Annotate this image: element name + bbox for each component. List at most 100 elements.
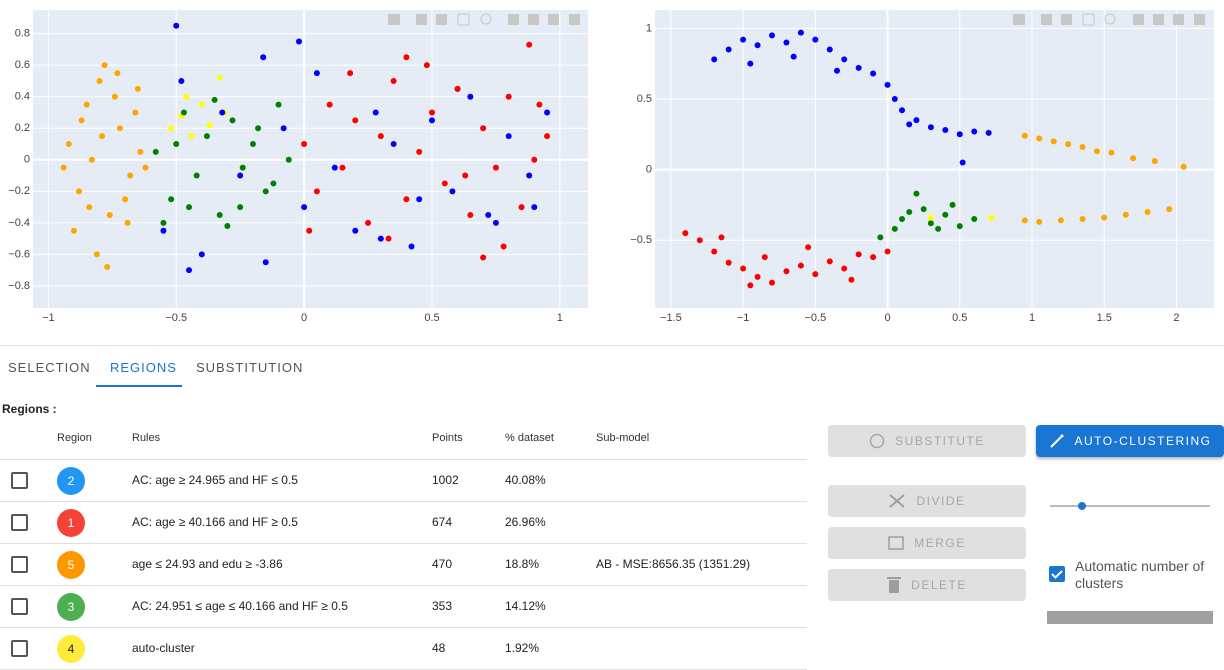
y-tick-label: 0.5 [637, 93, 652, 105]
y-tick-label: −0.8 [8, 280, 30, 292]
point [711, 56, 718, 63]
points: 48 [432, 641, 446, 655]
point [531, 204, 538, 211]
point [183, 93, 190, 100]
point [959, 159, 966, 166]
table-row: 4 auto-cluster 48 1.92% [0, 627, 807, 670]
point [285, 156, 292, 163]
icon [1049, 434, 1064, 448]
point [855, 251, 862, 258]
point [725, 46, 732, 53]
icon [887, 577, 902, 593]
point [206, 122, 213, 129]
regions-title: Regions : [2, 402, 57, 416]
x-tick-label: −1.5 [660, 312, 682, 324]
point [1065, 141, 1072, 148]
point [1050, 138, 1057, 145]
x-tick-label: −1 [737, 312, 750, 324]
point [906, 208, 913, 215]
region-badge: 4 [57, 635, 85, 663]
point [696, 237, 703, 244]
point [988, 214, 995, 221]
point [403, 54, 410, 61]
y-tick-label: 0 [646, 163, 652, 175]
delete-button[interactable]: DELETE [828, 569, 1026, 601]
point [114, 70, 121, 77]
point [152, 148, 159, 155]
tab[interactable]: SUBSTITUTION [196, 360, 304, 375]
merge-button[interactable]: MERGE [828, 527, 1026, 559]
point [935, 225, 942, 232]
x-tick-label: 1 [557, 312, 563, 324]
checkbox[interactable] [11, 640, 28, 657]
point [216, 211, 223, 218]
point [462, 172, 469, 179]
point [761, 254, 768, 261]
point [544, 133, 551, 140]
column-header: Points [432, 432, 463, 444]
rules: AC: 24.951 ≤ age ≤ 40.166 and HF ≥ 0.5 [132, 599, 348, 613]
point [134, 85, 141, 92]
point [216, 74, 223, 81]
point [127, 172, 134, 179]
point [260, 54, 267, 61]
divide-button[interactable]: DIVIDE [828, 485, 1026, 517]
checkbox[interactable] [11, 556, 28, 573]
rules: auto-cluster [132, 641, 195, 655]
point [352, 117, 359, 124]
points: 353 [432, 599, 453, 613]
label: DELETE [911, 578, 967, 592]
point [142, 164, 149, 171]
checkbox[interactable] [11, 472, 28, 489]
checkbox[interactable] [1049, 566, 1065, 582]
point [899, 107, 905, 114]
tab[interactable]: SELECTION [8, 360, 91, 375]
point [841, 265, 848, 272]
point [1036, 135, 1043, 142]
point [428, 109, 435, 116]
modebar [388, 13, 1205, 26]
y-tick-label: −0.2 [8, 185, 30, 197]
column-header: % dataset [505, 432, 554, 444]
point [306, 227, 313, 234]
point [1122, 211, 1129, 218]
point [219, 109, 226, 116]
point [237, 204, 244, 211]
point [173, 141, 180, 148]
point [249, 141, 256, 148]
point [168, 196, 175, 203]
point [927, 214, 934, 221]
table-row: 3 AC: 24.951 ≤ age ≤ 40.166 and HF ≥ 0.5 3… [0, 585, 807, 628]
point [769, 279, 775, 286]
slider-thumb[interactable] [1078, 502, 1086, 510]
point [99, 133, 106, 140]
point [725, 259, 732, 266]
point [927, 124, 934, 131]
tab[interactable]: REGIONS [110, 360, 177, 375]
y-tick-label: 0.2 [15, 122, 30, 134]
points: 674 [432, 515, 453, 529]
tab-indicator [96, 385, 182, 387]
point [526, 41, 533, 48]
checkbox[interactable] [11, 598, 28, 615]
point [1144, 208, 1151, 215]
point [956, 223, 963, 230]
point [805, 244, 812, 251]
point [942, 127, 949, 134]
point [1021, 217, 1028, 224]
point [275, 101, 282, 108]
point [122, 196, 129, 203]
rules: AC: age ≥ 24.965 and HF ≤ 0.5 [132, 473, 298, 487]
checkbox[interactable] [11, 514, 28, 531]
column-header: Rules [132, 432, 161, 444]
substitute-button[interactable]: SUBSTITUTE [828, 425, 1026, 457]
point [160, 227, 167, 234]
point [270, 180, 277, 187]
region-badge: 5 [57, 551, 85, 579]
point [797, 262, 804, 269]
slider-track[interactable] [1050, 505, 1210, 507]
point [96, 77, 103, 84]
point [747, 60, 754, 67]
point [956, 131, 963, 138]
auto-clustering-button[interactable]: AUTO-CLUSTERING [1036, 425, 1224, 457]
